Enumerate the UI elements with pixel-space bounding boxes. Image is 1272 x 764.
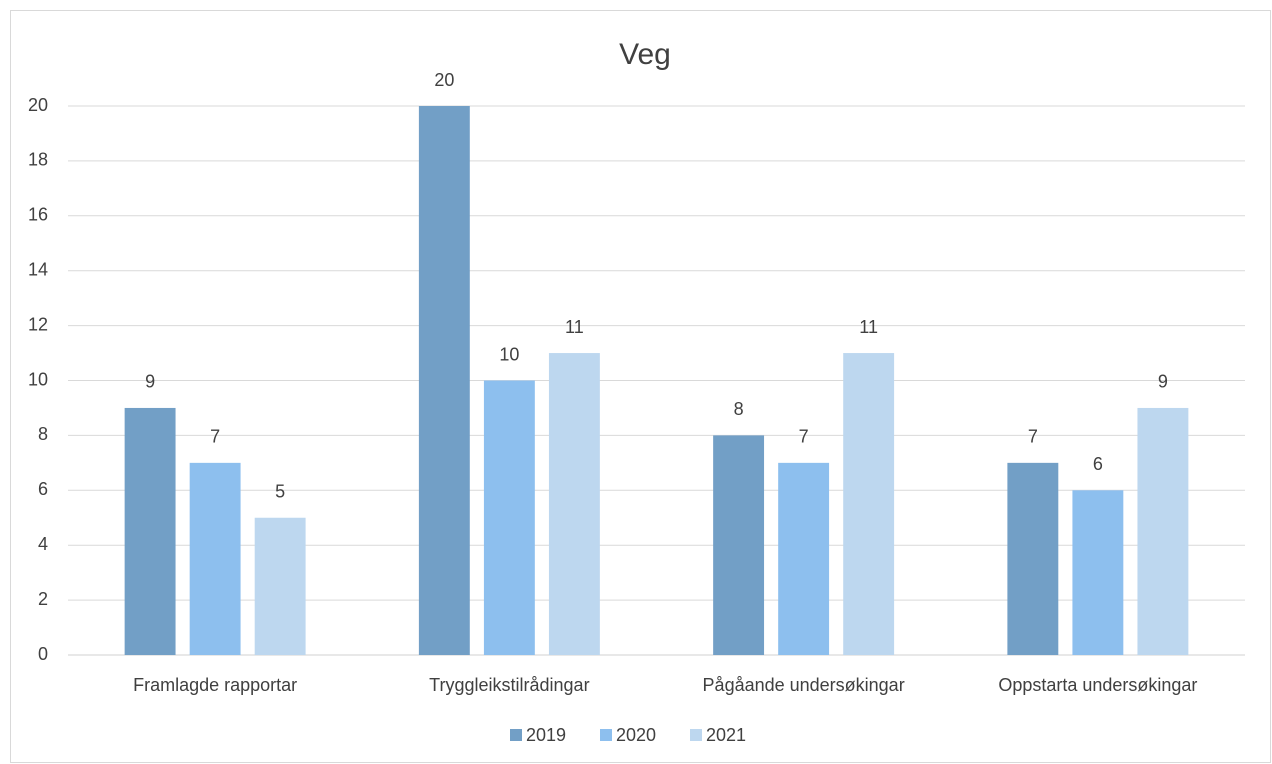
data-label: 6 [1093,454,1103,474]
y-tick-label: 2 [38,589,48,609]
data-label: 10 [499,344,519,364]
bar [418,106,470,655]
bar [778,462,830,655]
y-tick-label: 20 [28,95,48,115]
y-tick-label: 10 [28,369,48,389]
x-tick-label: Pågåande undersøkingar [703,675,905,695]
bar [189,462,241,655]
legend-label: 2021 [706,725,746,745]
x-tick-label: Framlagde rapportar [133,675,297,695]
data-label: 8 [734,399,744,419]
y-tick-label: 12 [28,314,48,334]
data-label: 7 [799,427,809,447]
bar [713,435,765,655]
data-label: 9 [1158,372,1168,392]
chart-title: Veg [619,38,671,71]
bar [548,353,600,655]
bar [1137,407,1189,655]
data-label: 7 [1028,427,1038,447]
x-tick-label: Tryggleikstilrådingar [429,675,589,695]
y-tick-label: 14 [28,259,48,279]
y-tick-label: 0 [38,644,48,664]
bar [1072,490,1124,655]
legend-swatch [690,729,702,741]
x-tick-label: Oppstarta undersøkingar [998,675,1197,695]
data-label: 9 [145,372,155,392]
bar [254,517,306,655]
data-label: 7 [210,427,220,447]
bar [124,407,176,655]
bar [483,380,535,655]
legend-swatch [510,729,522,741]
legend-swatch [600,729,612,741]
y-tick-label: 18 [28,150,48,170]
data-label: 5 [275,482,285,502]
data-label: 11 [565,317,584,337]
bar [1007,462,1059,655]
bar [843,353,895,655]
legend-label: 2019 [526,725,566,745]
y-tick-label: 16 [28,205,48,225]
data-label: 20 [434,70,454,90]
y-tick-label: 6 [38,479,48,499]
y-tick-label: 8 [38,424,48,444]
legend-label: 2020 [616,725,656,745]
y-tick-label: 4 [38,534,48,554]
data-label: 11 [859,317,878,337]
